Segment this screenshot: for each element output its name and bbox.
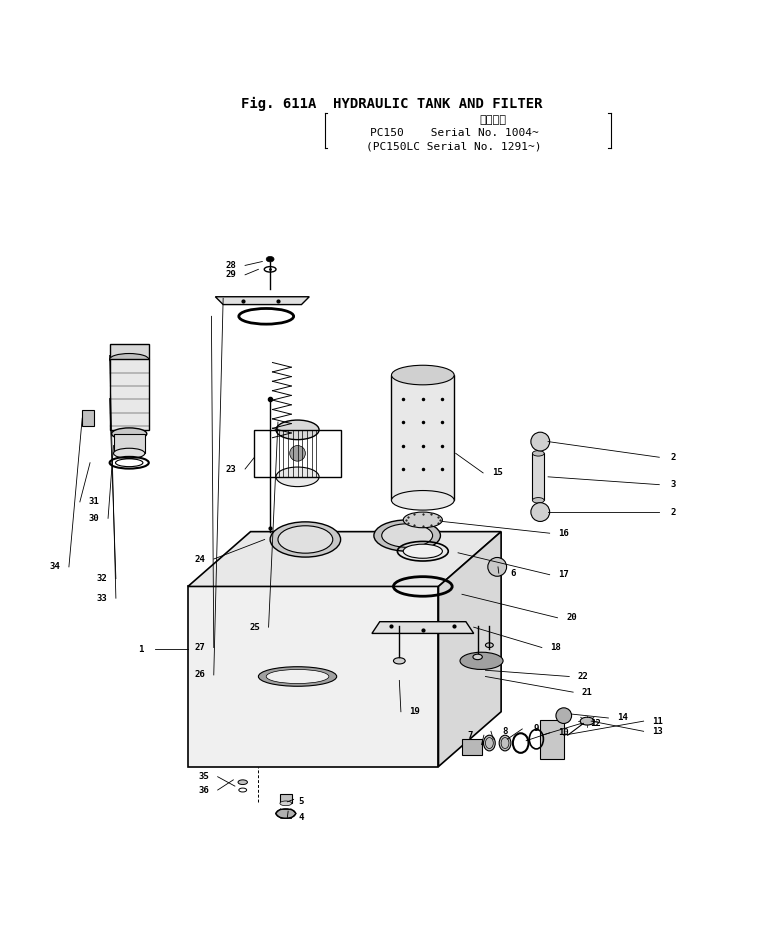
Text: 32: 32 xyxy=(96,574,107,583)
Text: 12: 12 xyxy=(590,719,601,728)
Bar xyxy=(254,430,341,477)
Ellipse shape xyxy=(382,523,432,547)
Ellipse shape xyxy=(374,520,440,552)
Ellipse shape xyxy=(500,735,511,751)
Text: 13: 13 xyxy=(652,727,663,735)
Polygon shape xyxy=(188,586,438,766)
Polygon shape xyxy=(540,719,564,759)
Text: (PC150LC Serial No. 1291~): (PC150LC Serial No. 1291~) xyxy=(366,142,542,152)
Circle shape xyxy=(556,708,572,723)
Ellipse shape xyxy=(580,718,594,725)
Circle shape xyxy=(290,446,305,461)
Text: 29: 29 xyxy=(226,270,236,280)
Bar xyxy=(532,453,544,500)
Ellipse shape xyxy=(266,670,329,684)
Text: 36: 36 xyxy=(198,785,209,794)
Ellipse shape xyxy=(483,735,495,751)
Text: 25: 25 xyxy=(249,623,260,631)
Text: 18: 18 xyxy=(550,643,561,652)
Text: 3: 3 xyxy=(671,480,676,489)
Polygon shape xyxy=(438,532,501,766)
Text: 22: 22 xyxy=(578,672,589,681)
Circle shape xyxy=(488,557,507,576)
Text: 15: 15 xyxy=(492,468,503,477)
Text: 35: 35 xyxy=(198,772,209,781)
Text: 20: 20 xyxy=(566,613,577,622)
Text: 31: 31 xyxy=(88,497,99,507)
Ellipse shape xyxy=(238,779,247,784)
Text: Fig. 611A  HYDRAULIC TANK AND FILTER: Fig. 611A HYDRAULIC TANK AND FILTER xyxy=(240,97,543,112)
Text: 2: 2 xyxy=(671,507,676,517)
Text: 11: 11 xyxy=(652,717,663,726)
Ellipse shape xyxy=(392,365,454,385)
Bar xyxy=(82,410,94,426)
Text: 23: 23 xyxy=(226,464,236,474)
Bar xyxy=(114,433,145,453)
Ellipse shape xyxy=(270,522,341,557)
Ellipse shape xyxy=(276,467,319,487)
Text: 17: 17 xyxy=(558,570,569,579)
Polygon shape xyxy=(372,622,474,633)
Ellipse shape xyxy=(276,420,319,440)
Ellipse shape xyxy=(258,667,337,687)
Circle shape xyxy=(531,432,550,451)
Ellipse shape xyxy=(485,643,493,647)
Text: 30: 30 xyxy=(88,514,99,522)
Ellipse shape xyxy=(532,497,544,503)
Text: 33: 33 xyxy=(96,594,107,603)
Ellipse shape xyxy=(112,428,147,440)
Ellipse shape xyxy=(278,526,333,553)
Ellipse shape xyxy=(392,491,454,510)
Text: 5: 5 xyxy=(299,797,304,807)
Ellipse shape xyxy=(403,544,442,558)
Text: PC150    Serial No. 1004~: PC150 Serial No. 1004~ xyxy=(370,129,539,139)
Text: 2: 2 xyxy=(671,453,676,461)
Ellipse shape xyxy=(110,354,149,365)
Text: 16: 16 xyxy=(558,529,569,537)
Ellipse shape xyxy=(473,654,482,659)
Text: 8: 8 xyxy=(503,727,507,735)
Bar xyxy=(280,794,292,803)
Text: 34: 34 xyxy=(49,563,60,571)
Ellipse shape xyxy=(280,801,291,806)
Text: 28: 28 xyxy=(226,261,236,270)
Bar xyxy=(462,739,482,755)
Polygon shape xyxy=(188,532,501,586)
Ellipse shape xyxy=(114,448,145,459)
Bar xyxy=(392,375,454,500)
Text: 21: 21 xyxy=(582,688,593,697)
Text: 1: 1 xyxy=(139,644,143,654)
Text: 24: 24 xyxy=(194,554,205,564)
Text: 14: 14 xyxy=(617,714,628,722)
Text: 10: 10 xyxy=(558,729,569,737)
Ellipse shape xyxy=(266,256,274,262)
Ellipse shape xyxy=(393,658,406,664)
Text: 9: 9 xyxy=(534,724,539,734)
Text: 7: 7 xyxy=(467,731,472,740)
Circle shape xyxy=(531,503,550,522)
Text: 27: 27 xyxy=(194,643,205,652)
Text: 適用号機: 適用号機 xyxy=(480,115,507,125)
Text: 19: 19 xyxy=(410,707,420,717)
Text: 6: 6 xyxy=(511,568,515,578)
Ellipse shape xyxy=(276,809,296,818)
Ellipse shape xyxy=(403,512,442,528)
Ellipse shape xyxy=(532,450,544,456)
Ellipse shape xyxy=(460,652,503,670)
Polygon shape xyxy=(215,296,309,305)
Bar xyxy=(110,359,149,430)
Polygon shape xyxy=(110,343,149,359)
Text: 26: 26 xyxy=(194,671,205,679)
Text: 4: 4 xyxy=(299,813,304,822)
